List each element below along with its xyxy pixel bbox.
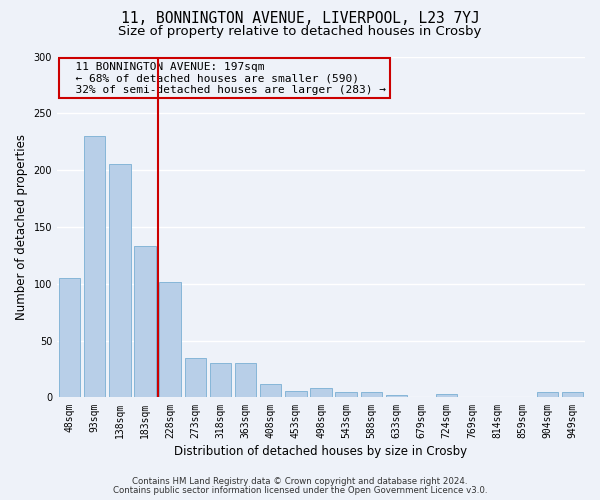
X-axis label: Distribution of detached houses by size in Crosby: Distribution of detached houses by size … [175,444,467,458]
Text: Contains HM Land Registry data © Crown copyright and database right 2024.: Contains HM Land Registry data © Crown c… [132,477,468,486]
Bar [285,390,307,398]
Bar [386,395,407,398]
Bar [185,358,206,398]
Text: 11, BONNINGTON AVENUE, LIVERPOOL, L23 7YJ: 11, BONNINGTON AVENUE, LIVERPOOL, L23 7Y… [121,11,479,26]
Text: 11 BONNINGTON AVENUE: 197sqm
  ← 68% of detached houses are smaller (590)
  32% : 11 BONNINGTON AVENUE: 197sqm ← 68% of de… [62,62,386,95]
Bar [536,392,558,398]
Bar [84,136,106,398]
Bar [260,384,281,398]
Bar [160,282,181,398]
Bar [235,364,256,398]
Y-axis label: Number of detached properties: Number of detached properties [15,134,28,320]
Bar [210,364,231,398]
Bar [436,394,457,398]
Bar [335,392,357,398]
Bar [59,278,80,398]
Bar [310,388,332,398]
Bar [109,164,131,398]
Text: Contains public sector information licensed under the Open Government Licence v3: Contains public sector information licen… [113,486,487,495]
Bar [134,246,156,398]
Bar [361,392,382,398]
Bar [562,392,583,398]
Text: Size of property relative to detached houses in Crosby: Size of property relative to detached ho… [118,25,482,38]
